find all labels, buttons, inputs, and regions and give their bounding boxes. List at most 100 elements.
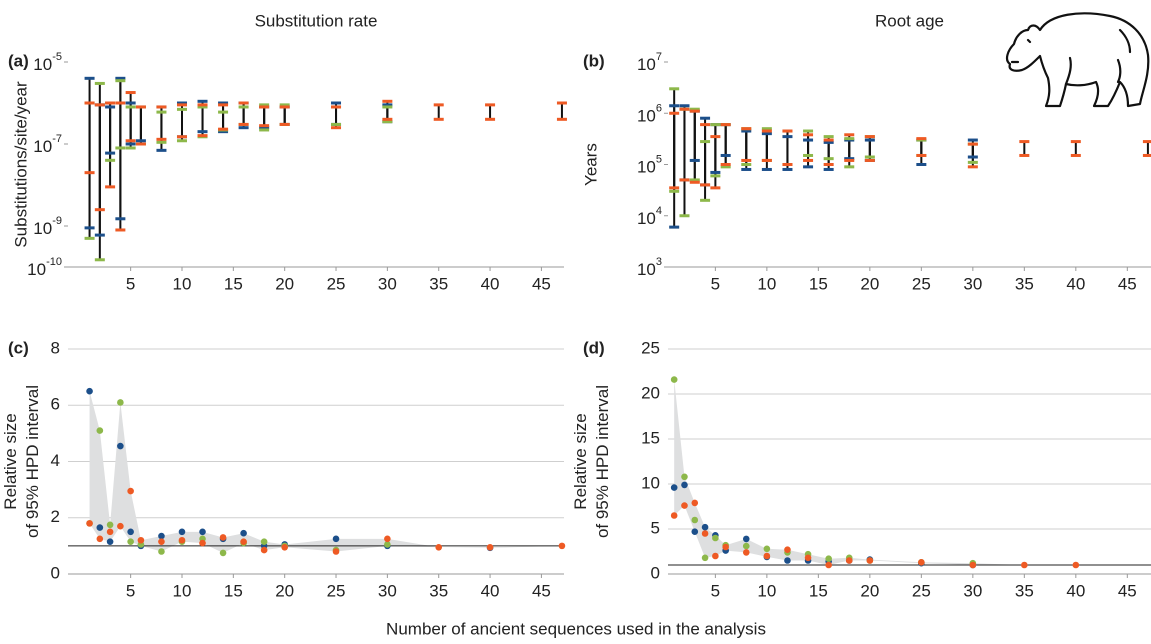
error-bar-cap [823, 140, 834, 144]
point [825, 561, 832, 569]
point [117, 522, 124, 530]
y-tick-label: 25 [641, 338, 660, 357]
error-bar-cap [94, 81, 105, 85]
y-tick-label: 10-7 [33, 133, 62, 157]
y-tick-label: 10 [641, 473, 660, 492]
point [742, 535, 750, 543]
point [240, 538, 247, 545]
point [742, 549, 750, 556]
point [701, 523, 709, 531]
error-bar-cap [176, 101, 187, 105]
x-tick-label: 5 [126, 274, 135, 293]
error-bar-cap [823, 138, 834, 142]
point [106, 528, 114, 536]
error-bar-cap [115, 146, 126, 150]
error-bar-cap [259, 124, 270, 128]
x-tick-label: 5 [126, 581, 135, 600]
error-bar-cap [689, 109, 700, 113]
error-bar-cap [197, 105, 208, 109]
error-bar-cap [761, 127, 772, 131]
point [435, 543, 443, 551]
error-bar-cap [864, 158, 875, 162]
panel: (c) Relative size of 95% HPD interval 0 2 4 6 8… [1, 338, 566, 600]
y-axis-label: Years [581, 143, 600, 186]
error-bar-cap [238, 122, 249, 126]
error-bar-cap [197, 103, 208, 107]
error-bar-cap [741, 167, 752, 171]
point [1072, 561, 1080, 569]
y-tick-exponent: -7 [52, 133, 62, 145]
x-tick-label: 20 [275, 274, 294, 293]
point [332, 535, 340, 543]
y-tick-label: 104 [637, 205, 662, 229]
error-bar-cap [218, 110, 229, 114]
point [106, 538, 114, 545]
error-bar-cap [669, 225, 680, 229]
error-bar-cap [84, 226, 95, 230]
y-tick-base: 10 [33, 137, 52, 156]
error-bar-cap [105, 151, 116, 155]
y-axis-label-line: of 95% HPD interval [23, 385, 42, 538]
y-tick-base: 10 [33, 219, 52, 238]
error-bar-cap [803, 138, 814, 142]
error-bar-cap [94, 233, 105, 237]
error-bar-cap [382, 117, 393, 121]
error-bar-cap [331, 101, 342, 105]
error-bar-cap [197, 134, 208, 138]
error-bar-cap [710, 170, 721, 174]
x-tick-label: 35 [429, 581, 448, 600]
error-bar-cap [916, 137, 927, 141]
error-bar-cap [700, 140, 711, 144]
error-bar-cap [485, 117, 496, 121]
y-tick-label: 6 [51, 395, 60, 414]
error-bar-cap [782, 163, 793, 166]
point [701, 530, 709, 537]
y-axis-label-line: Relative size [1, 413, 20, 509]
error-bar-cap [259, 103, 270, 107]
point [825, 555, 832, 562]
error-bar-cap [1019, 153, 1030, 157]
y-tick-label: 107 [637, 51, 662, 75]
error-bar-cap [741, 158, 752, 162]
error-bar-cap [710, 186, 721, 190]
x-tick-label: 35 [1015, 274, 1034, 293]
x-tick-label: 30 [378, 274, 397, 293]
error-bar-cap [259, 126, 270, 130]
error-bar-cap [382, 105, 393, 109]
error-bar-cap [156, 148, 167, 152]
x-tick-label: 40 [1066, 274, 1085, 293]
error-bar-cap [279, 105, 290, 109]
y-tick-base: 10 [637, 55, 656, 74]
error-bar-cap [84, 101, 95, 105]
error-bar-cap [125, 101, 136, 105]
point [219, 534, 227, 541]
error-bar-cap [485, 103, 496, 107]
error-bar-cap [782, 129, 793, 133]
error-bar-cap [433, 117, 444, 121]
y-tick-label: 4 [51, 451, 60, 470]
x-axis-label: Number of ancient sequences used in the … [386, 619, 766, 638]
error-bar-cap [782, 167, 793, 171]
error-bar-cap [1142, 140, 1151, 144]
y-tick-label: 10-9 [33, 215, 62, 239]
error-bar-cap [238, 101, 249, 105]
point [158, 548, 165, 555]
x-tick-label: 5 [711, 274, 720, 293]
error-bar-cap [197, 99, 208, 103]
panel: (d) Relative size of 95% HPD interval 0 5 10 1… [571, 338, 1151, 600]
error-bar-cap [710, 123, 721, 127]
x-tick-label: 5 [711, 581, 720, 600]
error-bar-cap [710, 174, 721, 178]
error-bar-cap [916, 153, 927, 157]
y-tick-base: 10 [33, 55, 52, 74]
error-bar-cap [720, 123, 731, 127]
point [681, 473, 688, 481]
error-bar-cap [176, 135, 187, 139]
y-tick-exponent: -10 [46, 256, 62, 268]
error-bar-cap [238, 105, 249, 109]
error-bar-cap [864, 138, 875, 142]
error-bar-cap [382, 120, 393, 124]
y-axis-label-line: Relative size [571, 413, 590, 509]
x-tick-label: 15 [809, 581, 828, 600]
